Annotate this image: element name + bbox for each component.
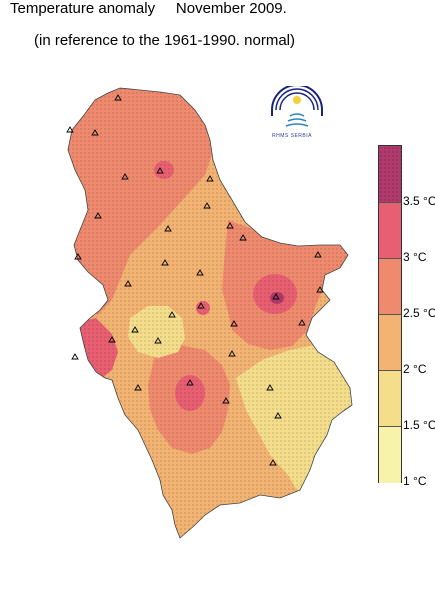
legend-label: 3.5 °C [403, 194, 435, 208]
station-marker [156, 167, 164, 174]
legend-label: 1.5 °C [403, 418, 435, 432]
station-marker [168, 311, 176, 318]
legend-band [379, 146, 401, 202]
station-marker [134, 384, 142, 391]
station-marker [108, 336, 116, 343]
station-marker [314, 251, 322, 258]
station-marker [222, 397, 230, 404]
station-marker [274, 412, 282, 419]
station-marker [266, 384, 274, 391]
rhms-logo [271, 86, 323, 127]
station-marker [230, 320, 238, 327]
map-subtitle: (in reference to the 1961-1990. normal) [34, 32, 295, 49]
station-marker [197, 302, 205, 309]
legend-band [379, 258, 401, 315]
legend-label: 2 °C [403, 362, 427, 376]
legend-label: 2.5 °C [403, 306, 435, 320]
legend-band [379, 370, 401, 427]
station-marker [91, 129, 99, 136]
station-marker [239, 234, 247, 241]
station-marker [203, 202, 211, 209]
station-marker [154, 337, 162, 344]
legend-label: 1 °C [403, 474, 427, 488]
station-marker [124, 280, 132, 287]
station-marker [71, 353, 79, 360]
station-marker [114, 94, 122, 101]
station-marker [298, 319, 306, 326]
station-marker [164, 225, 172, 232]
station-markers [66, 94, 324, 466]
station-marker [74, 253, 82, 260]
legend-label: 3 °C [403, 250, 427, 264]
legend-band [379, 202, 401, 259]
station-marker [94, 212, 102, 219]
station-marker [206, 175, 214, 182]
map-title: Temperature anomaly November 2009. [10, 0, 287, 17]
station-marker [186, 379, 194, 386]
station-marker [161, 259, 169, 266]
station-marker [269, 459, 277, 466]
logo-text: RHMS SERBIA [272, 133, 312, 139]
legend-band [379, 314, 401, 371]
station-marker [226, 222, 234, 229]
legend-band [379, 426, 401, 483]
color-scale-legend [378, 145, 402, 483]
station-marker [121, 173, 129, 180]
dot-texture [68, 88, 352, 538]
station-marker [131, 326, 139, 333]
station-marker [66, 126, 74, 133]
station-marker [272, 293, 280, 300]
station-marker [228, 350, 236, 357]
station-marker [196, 269, 204, 276]
station-marker [316, 286, 324, 293]
